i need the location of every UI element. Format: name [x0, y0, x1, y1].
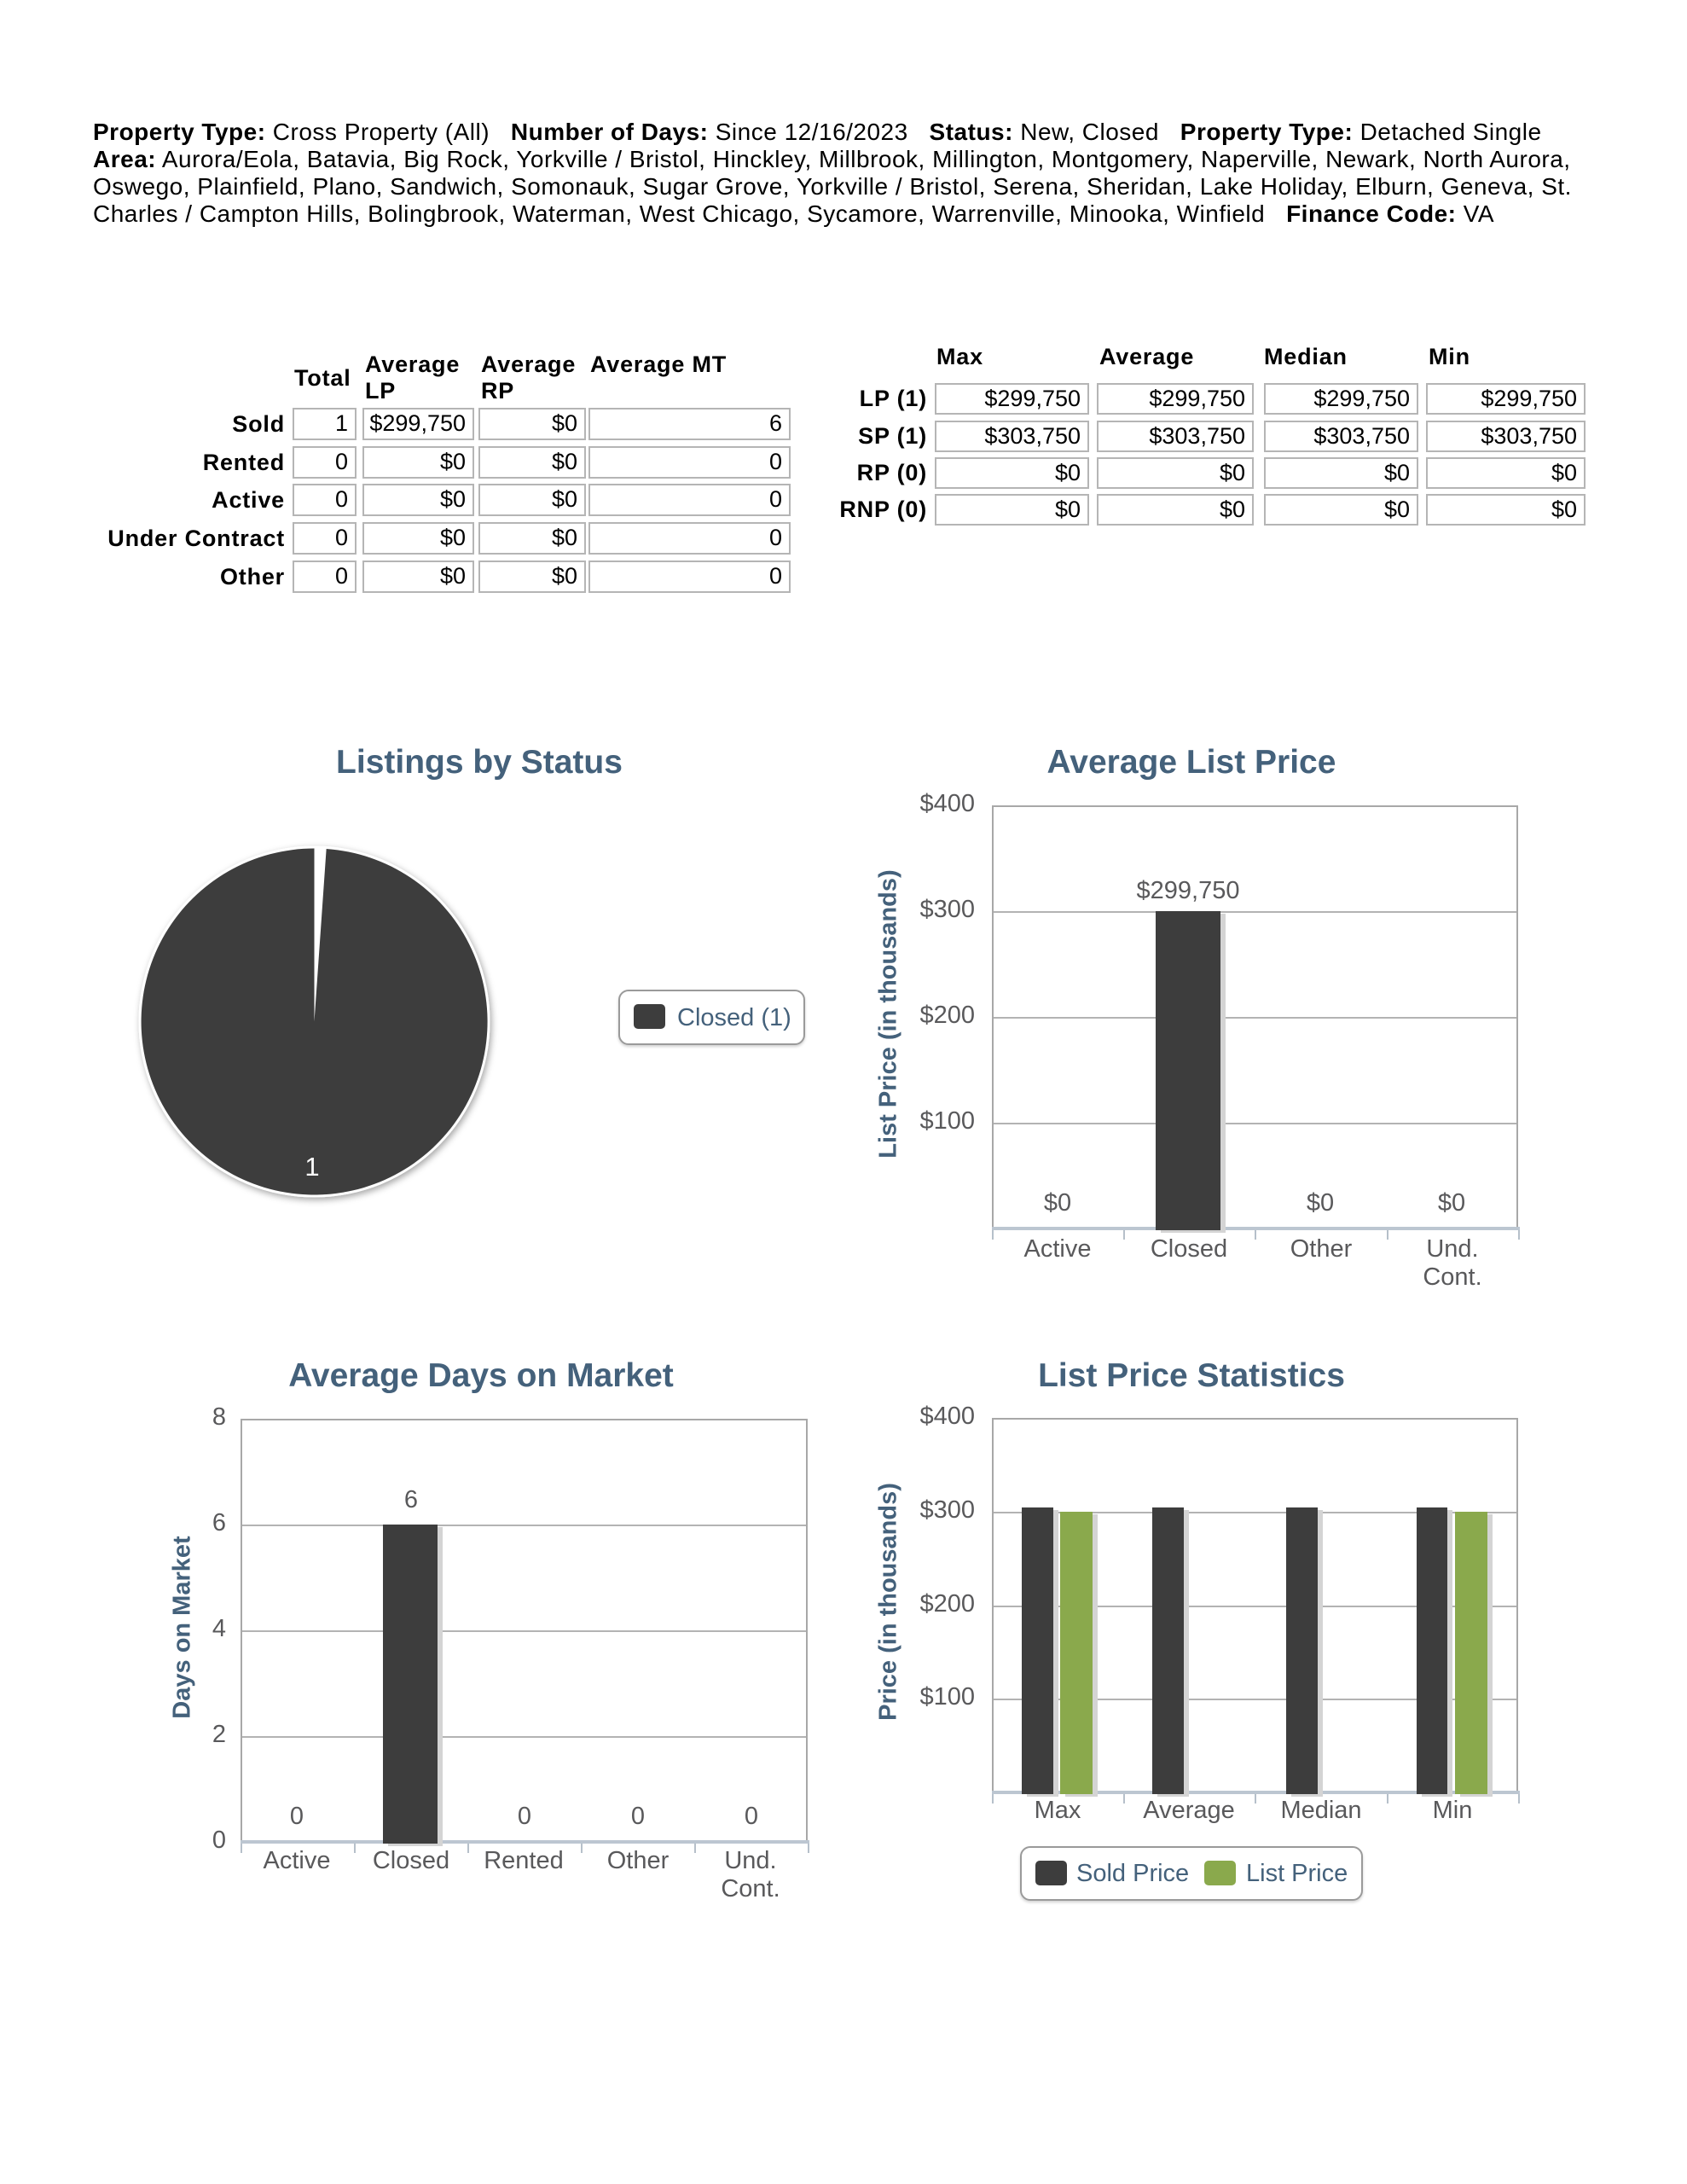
svg-text:1: 1: [304, 1152, 319, 1182]
